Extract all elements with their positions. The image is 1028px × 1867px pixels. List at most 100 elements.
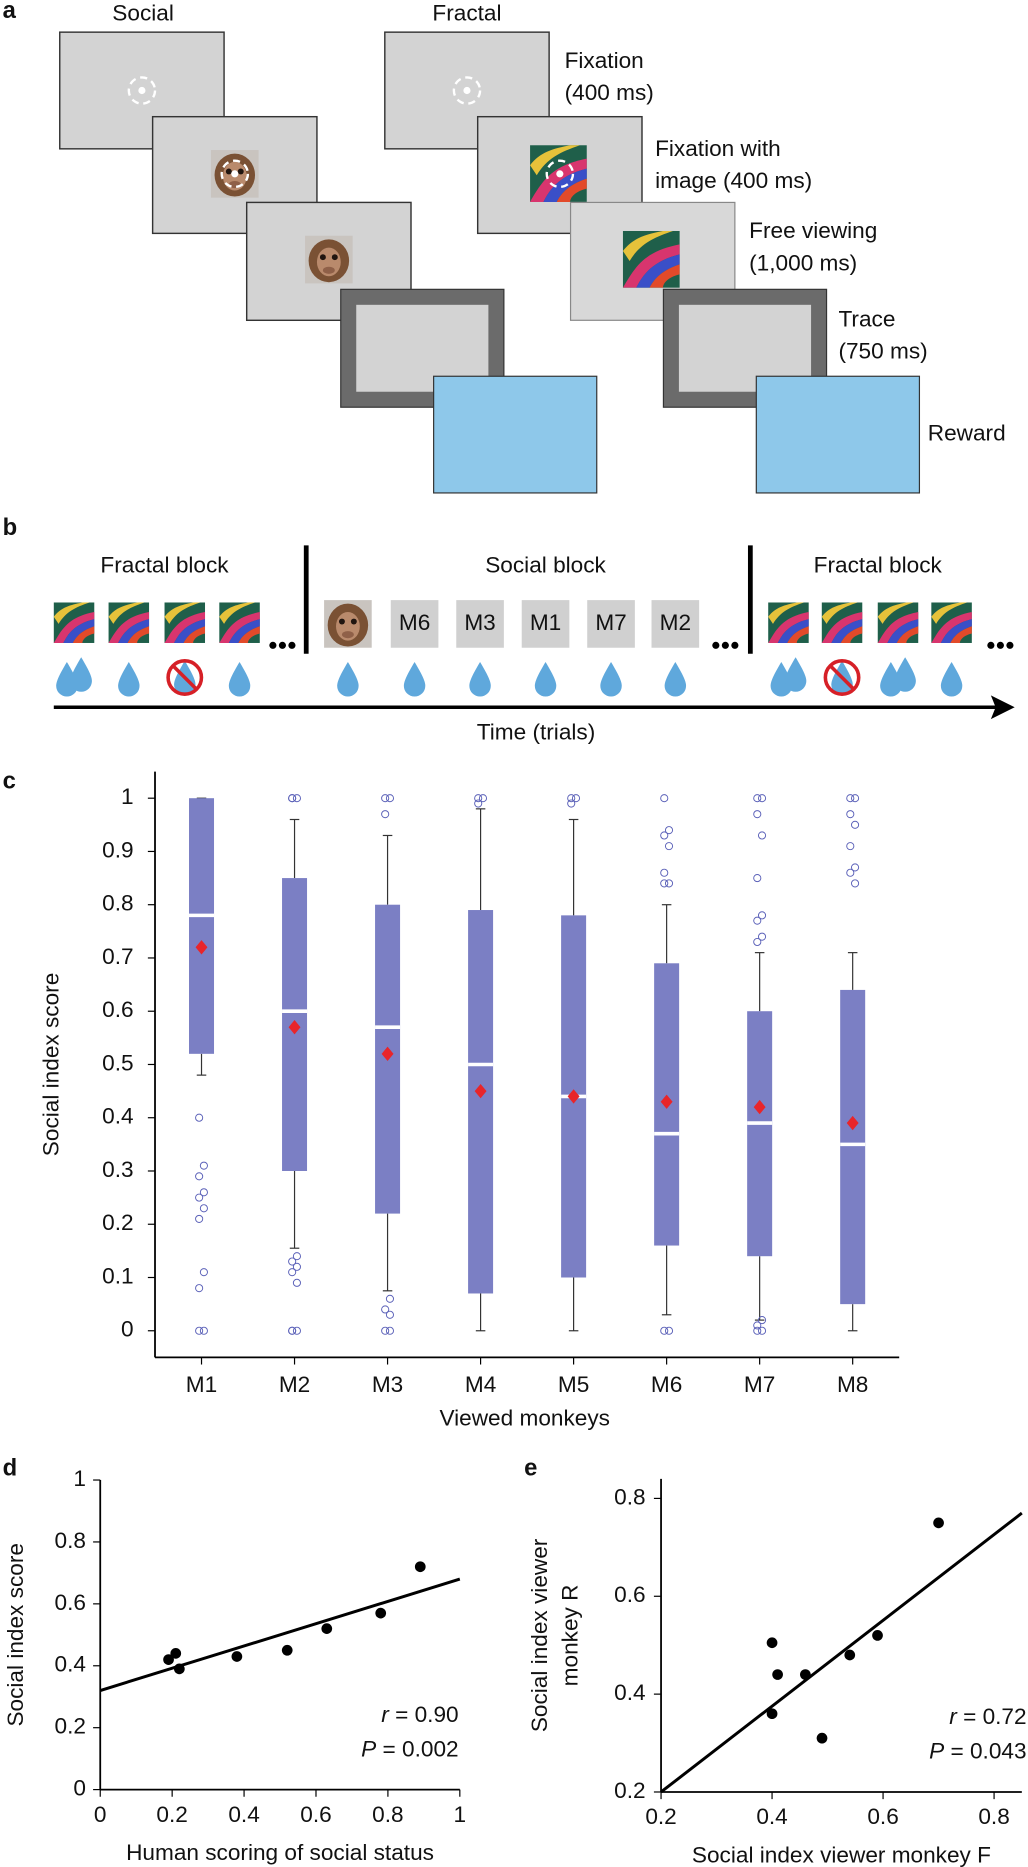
- outlier: [199, 1268, 208, 1277]
- box: [747, 1011, 773, 1257]
- block-name: Social block: [485, 553, 606, 578]
- reward-drop: [940, 662, 963, 697]
- outlier: [195, 1214, 204, 1223]
- fit-line: [99, 1577, 461, 1692]
- fixation-dot: [231, 170, 239, 178]
- outlier: [474, 799, 483, 808]
- mean: [846, 1115, 859, 1131]
- fixation-ring: [452, 76, 482, 105]
- outlier: [851, 879, 860, 888]
- column-label: Social: [112, 0, 174, 25]
- outlier: [753, 794, 762, 803]
- outlier: [753, 937, 762, 947]
- outlier: [195, 1284, 204, 1293]
- y-tick-label: 1: [121, 784, 134, 809]
- monkey-face: [305, 235, 353, 284]
- fixation-ring: [127, 76, 157, 105]
- outlier: [664, 842, 674, 851]
- reward-drop: [600, 662, 622, 697]
- panel-label: c: [3, 768, 16, 795]
- point: [321, 1623, 333, 1634]
- outlier: [288, 794, 297, 803]
- outlier: [199, 1326, 208, 1335]
- y-tick-label: 0.6: [102, 997, 133, 1022]
- point: [933, 1517, 944, 1529]
- y-tick-label: 0.4: [614, 1680, 645, 1705]
- y-axis-label: Social index viewer: [527, 1538, 552, 1732]
- x-tick-label: 0.6: [867, 1804, 898, 1829]
- fixation-dot: [138, 86, 146, 95]
- point: [163, 1654, 174, 1665]
- annotation: P = 0.002: [361, 1736, 458, 1761]
- stat-symbol: r: [381, 1702, 390, 1727]
- point: [414, 1561, 426, 1573]
- fractal-icon: [219, 602, 260, 643]
- x-tick-label: M4: [465, 1372, 496, 1397]
- fixation-ring: [545, 159, 575, 189]
- outlier: [567, 799, 576, 808]
- outlier: [664, 1326, 674, 1335]
- outlier: [757, 831, 767, 840]
- x-tick-label: 0: [94, 1802, 107, 1827]
- x-axis-label: Human scoring of social status: [126, 1840, 434, 1865]
- y-tick-label: 1: [73, 1466, 86, 1491]
- point: [766, 1708, 778, 1720]
- outlier: [846, 794, 855, 803]
- outlier: [757, 1316, 767, 1325]
- y-tick-label: 0.2: [614, 1778, 645, 1803]
- panel-label: d: [3, 1455, 18, 1482]
- outlier: [757, 911, 767, 920]
- epoch-label: Fixation: [565, 48, 644, 73]
- y-axis-label: Social index score: [39, 973, 64, 1156]
- reward-drop: [70, 657, 92, 692]
- block-diagram: Fractal block Social block Fractal block…: [53, 545, 1015, 744]
- x-tick-label: M5: [558, 1372, 589, 1397]
- y-tick-label: 0.3: [102, 1157, 133, 1182]
- outlier: [851, 863, 860, 872]
- x-axis-label: Social index viewer monkey F: [692, 1842, 991, 1867]
- task-diagram: Social Fractal Fixation (400 ms) Fixatio…: [59, 0, 1006, 494]
- mean: [567, 1089, 580, 1104]
- outlier: [478, 794, 488, 803]
- outlier: [571, 794, 581, 803]
- outlier: [846, 810, 855, 819]
- stat-symbol: P: [929, 1739, 944, 1764]
- fractal-icon: [877, 602, 919, 643]
- outlier: [660, 879, 669, 888]
- epoch-label: Trace: [838, 306, 895, 331]
- monkey-box: [390, 600, 439, 648]
- stat-value: = 0.043: [944, 1739, 1026, 1764]
- point: [231, 1651, 243, 1662]
- outlier: [660, 794, 669, 803]
- y-tick-label: 0.9: [102, 837, 133, 862]
- x-tick-label: 0.4: [756, 1804, 787, 1829]
- ellipsis: [712, 641, 739, 649]
- outlier: [753, 874, 762, 883]
- fractal-icon: [164, 602, 206, 643]
- outlier: [288, 1268, 297, 1277]
- y-tick-label: 0.8: [55, 1528, 86, 1553]
- fixation-dot: [556, 170, 564, 178]
- fixation-ring: [220, 159, 250, 189]
- y-tick-label: 0.2: [102, 1210, 133, 1235]
- outlier: [385, 1326, 394, 1335]
- outlier: [292, 1252, 301, 1261]
- monkey-box: [587, 600, 635, 648]
- block-name: Fractal block: [814, 553, 943, 578]
- annotation: r = 0.72: [949, 1704, 1026, 1729]
- epoch-label: (1,000 ms): [749, 250, 857, 275]
- outlier: [195, 1193, 204, 1202]
- point: [170, 1648, 182, 1659]
- x-tick-label: M3: [372, 1372, 403, 1397]
- epoch-label: (400 ms): [565, 80, 654, 105]
- outlier: [195, 1172, 204, 1181]
- box: [189, 798, 215, 1054]
- epoch-label: (750 ms): [838, 338, 927, 363]
- x-tick-label: 1: [454, 1802, 467, 1827]
- panel-label: e: [524, 1455, 537, 1482]
- reward-drop: [403, 662, 426, 697]
- y-tick-label: 0.6: [614, 1582, 645, 1607]
- outlier: [381, 794, 390, 803]
- outlier: [851, 820, 860, 829]
- stat-symbol: r: [949, 1704, 958, 1729]
